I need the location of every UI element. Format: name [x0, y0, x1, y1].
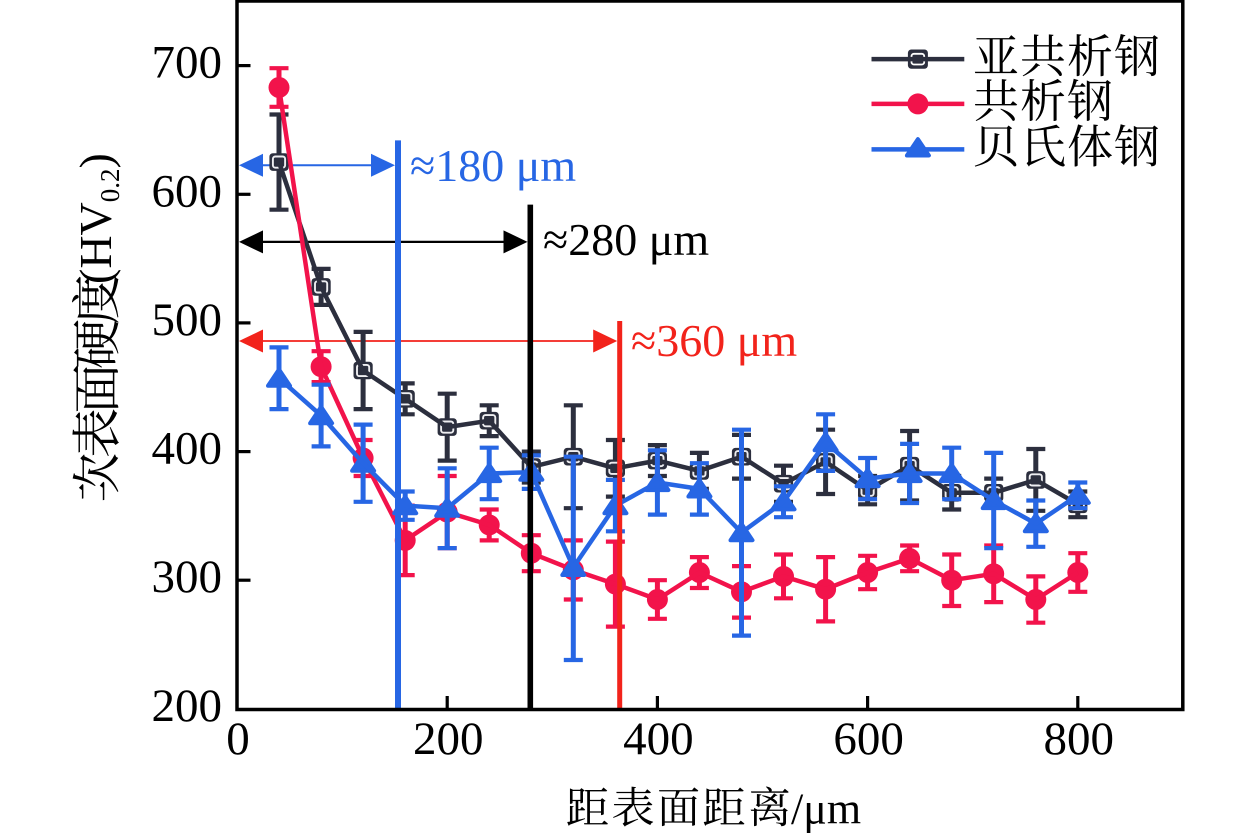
svg-text:700: 700 [152, 37, 223, 89]
svg-text:300: 300 [152, 551, 223, 603]
svg-text:500: 500 [152, 294, 223, 346]
svg-text:≈280 μm: ≈280 μm [543, 214, 709, 265]
svg-text:0: 0 [226, 713, 250, 765]
svg-text:≈180 μm: ≈180 μm [410, 140, 576, 191]
svg-text:600: 600 [152, 165, 223, 217]
svg-text:600: 600 [833, 713, 904, 765]
svg-text:400: 400 [623, 713, 694, 765]
svg-text:≈360 μm: ≈360 μm [631, 315, 797, 366]
svg-text:200: 200 [413, 713, 484, 765]
svg-text:200: 200 [152, 680, 223, 732]
svg-text:/μm: /μm [791, 785, 861, 834]
svg-text:400: 400 [152, 423, 223, 475]
svg-text:800: 800 [1044, 713, 1115, 765]
